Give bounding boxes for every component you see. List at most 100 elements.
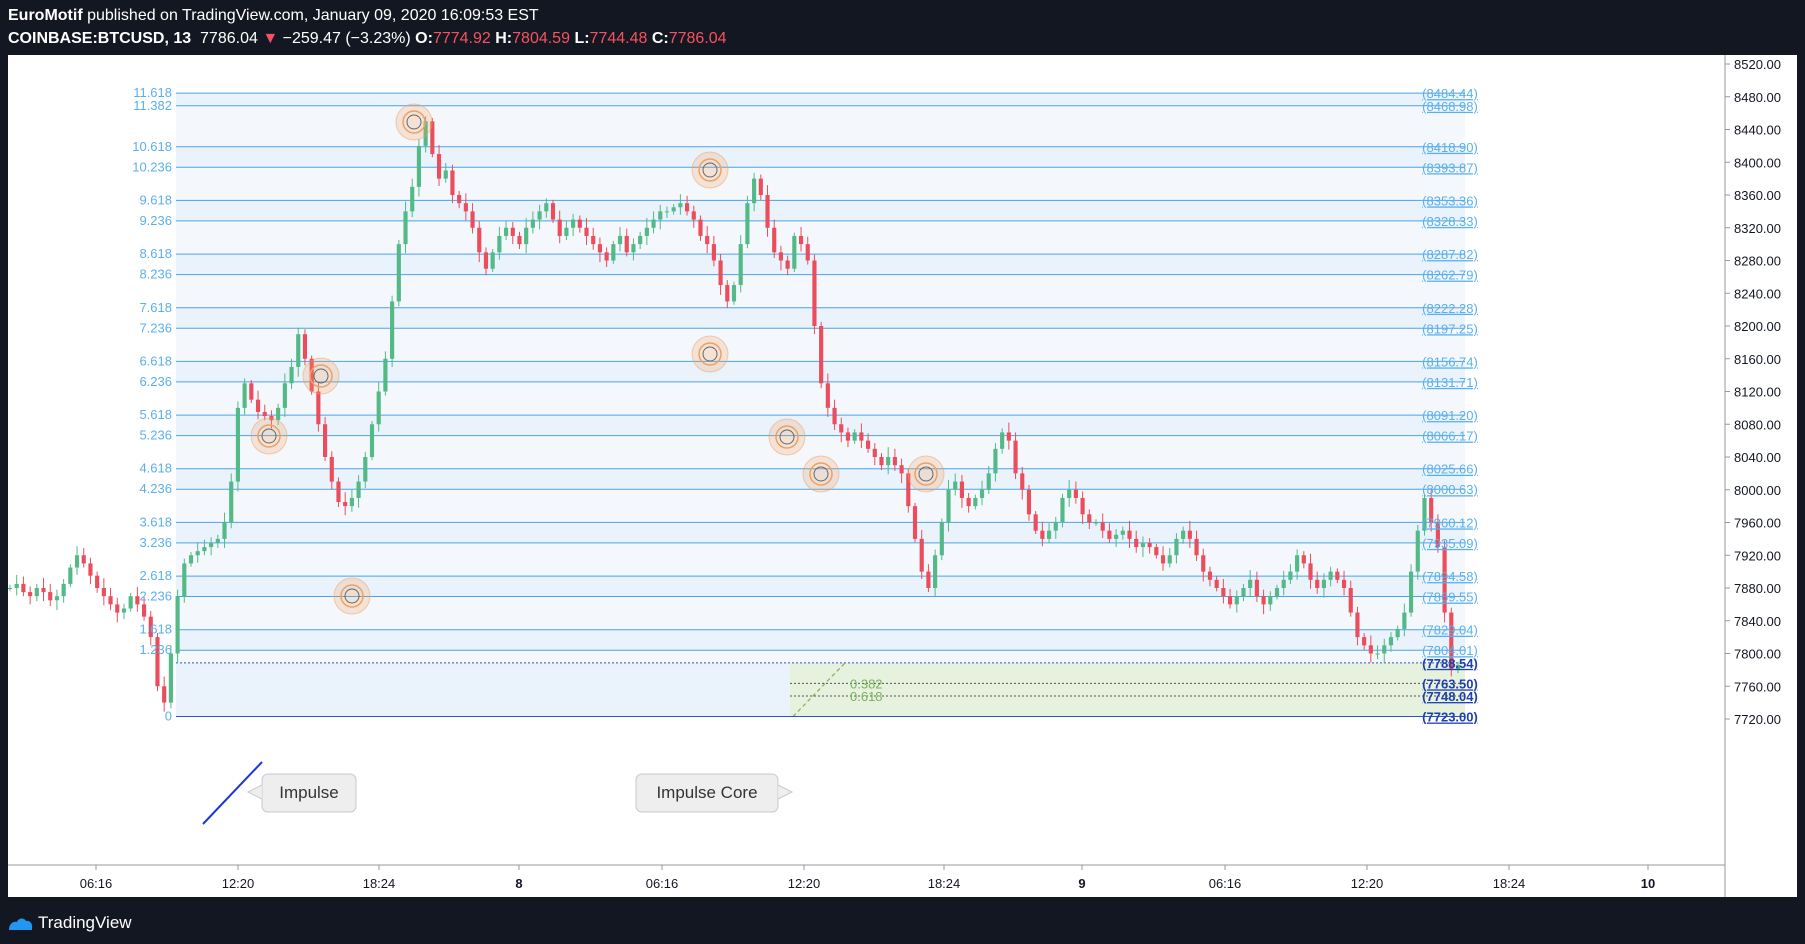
candle-body bbox=[1093, 522, 1099, 524]
candle-body bbox=[141, 604, 147, 617]
candle-body bbox=[309, 358, 314, 392]
candle-body bbox=[1207, 571, 1213, 580]
touch-circle-core bbox=[261, 428, 277, 444]
price-axis[interactable] bbox=[1725, 55, 1797, 897]
candle-body bbox=[34, 588, 39, 597]
candle-body bbox=[369, 424, 375, 457]
fib-price-label: (8000.63) bbox=[1422, 482, 1478, 497]
candle-body bbox=[617, 235, 623, 245]
candle-body bbox=[1120, 530, 1125, 535]
candle-body bbox=[765, 195, 770, 228]
candle-body bbox=[477, 227, 482, 253]
candle-body bbox=[1274, 588, 1280, 597]
candle-body bbox=[664, 211, 670, 213]
fib-bands bbox=[176, 93, 1465, 717]
core-ratio-label: 0.382 bbox=[850, 676, 883, 691]
candle-body bbox=[604, 252, 609, 261]
down-arrow-icon: ▼ bbox=[262, 30, 279, 47]
y-tick-label: 8200.00 bbox=[1734, 319, 1781, 334]
candle-body bbox=[222, 522, 227, 539]
y-tick-label: 8280.00 bbox=[1734, 254, 1781, 269]
core-price-label: (7763.50) bbox=[1422, 676, 1478, 691]
candle-body bbox=[443, 170, 448, 179]
fib-band bbox=[176, 629, 1465, 651]
fib-labels: 11.618 (8484.44) 11.382 (8468.98) 10.618 (841… bbox=[132, 85, 1478, 724]
candle-body bbox=[21, 583, 26, 593]
candle-body bbox=[845, 432, 851, 441]
candle-body bbox=[1181, 530, 1186, 539]
fib-ratio-label: 7.618 bbox=[139, 300, 172, 315]
y-tick-label: 8440.00 bbox=[1734, 123, 1781, 138]
candle-body bbox=[296, 334, 301, 367]
touch-circle-inner bbox=[809, 462, 833, 486]
candle-body bbox=[1382, 645, 1387, 654]
candle-body bbox=[892, 457, 897, 466]
fib-price-label: (8262.79) bbox=[1422, 268, 1478, 283]
candle-body bbox=[1241, 588, 1246, 597]
candle-body bbox=[316, 391, 321, 425]
brand-label: TradingView bbox=[38, 913, 132, 932]
candle-body bbox=[28, 592, 33, 597]
candle-body bbox=[1234, 596, 1239, 605]
candle-body bbox=[168, 653, 173, 703]
candle-body bbox=[390, 301, 395, 359]
touch-circle-outer bbox=[907, 455, 945, 493]
candle-body bbox=[524, 227, 529, 245]
fib-band bbox=[176, 307, 1465, 329]
candle-body bbox=[544, 203, 549, 212]
candle-body bbox=[1348, 588, 1353, 613]
candle-body bbox=[1187, 530, 1192, 539]
tradingview-logo[interactable]: TradingView bbox=[8, 910, 132, 936]
candle-body bbox=[1435, 522, 1440, 548]
candle-body bbox=[1046, 530, 1052, 539]
candle-body bbox=[886, 457, 891, 466]
candle-body bbox=[1254, 579, 1259, 597]
y-tick-label: 8080.00 bbox=[1734, 417, 1781, 432]
candle-body bbox=[1321, 579, 1327, 588]
candle-body bbox=[644, 227, 649, 236]
candle-body bbox=[135, 596, 140, 605]
time-axis[interactable] bbox=[8, 865, 1725, 897]
candle-body bbox=[343, 502, 348, 507]
core-diagonal bbox=[792, 662, 846, 717]
candle-body bbox=[1174, 538, 1179, 556]
candle-body bbox=[1026, 489, 1032, 515]
candle-body bbox=[1087, 514, 1092, 523]
candle-body bbox=[61, 583, 66, 597]
candle-body bbox=[175, 596, 180, 654]
candle-body bbox=[121, 608, 127, 613]
impulse-callout-pointer bbox=[246, 784, 263, 800]
author-name[interactable]: EuroMotif bbox=[8, 7, 83, 24]
core-zone-fill bbox=[790, 662, 1465, 717]
candle-body bbox=[497, 235, 502, 253]
symbol-label[interactable]: COINBASE:BTCUSD, 13 bbox=[8, 30, 192, 47]
x-tick-label: 06:16 bbox=[646, 876, 679, 891]
candle-body bbox=[1368, 645, 1373, 654]
touch-circle-outer bbox=[768, 418, 806, 456]
candle-body bbox=[872, 448, 877, 457]
fib-ratio-label: 10.618 bbox=[132, 139, 172, 154]
candle-body bbox=[363, 457, 368, 482]
fib-ratio-label: 6.236 bbox=[139, 374, 172, 389]
fib-band bbox=[176, 381, 1465, 416]
touch-circle-core bbox=[918, 466, 934, 482]
candle-body bbox=[1160, 555, 1166, 564]
candle-body bbox=[202, 547, 207, 552]
chart-header: EuroMotif published on TradingView.com, … bbox=[0, 0, 1805, 55]
fib-ratio-label: 4.236 bbox=[139, 481, 172, 496]
candle-body bbox=[1020, 473, 1025, 490]
candle-body bbox=[725, 285, 730, 302]
candle-body bbox=[215, 538, 220, 543]
candle-body bbox=[738, 244, 743, 286]
candle-body bbox=[591, 235, 596, 245]
candle-body bbox=[530, 219, 535, 228]
y-tick-label: 8040.00 bbox=[1734, 450, 1781, 465]
candle-body bbox=[188, 555, 194, 564]
x-tick-label: 12:20 bbox=[788, 876, 821, 891]
candle-body bbox=[839, 424, 844, 433]
fib-ratio-label: 9.236 bbox=[139, 213, 172, 228]
fib-price-label: (7869.55) bbox=[1422, 590, 1478, 605]
candle-body bbox=[155, 637, 160, 687]
candle-body bbox=[410, 186, 415, 212]
